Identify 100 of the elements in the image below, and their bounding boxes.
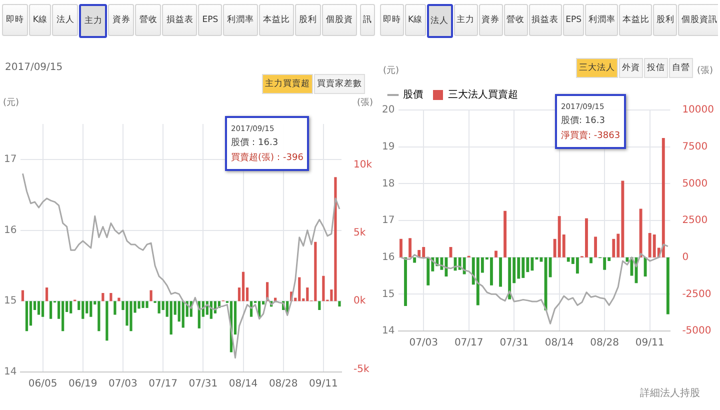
x-tick-label: 07/31 [500,338,529,349]
bar [37,301,40,315]
bar [662,138,665,258]
bar [413,257,416,263]
y2-tick-label: 7500 [682,141,708,152]
y2-tick-label: 0 [682,252,689,263]
bar [106,301,108,341]
text: 即時 [2,4,28,36]
y-axis-title: (元) [3,97,20,109]
bar [306,288,309,302]
bar [118,298,120,302]
text: 投信 [644,58,668,78]
text: 利潤率 [223,4,258,36]
text: 主力買賣超 [262,74,313,94]
x-tick-label: 08/14 [544,338,574,349]
bar [408,238,412,258]
x-tick-label: 09/11 [309,378,338,390]
annotation: 淨買賣: -3863 [561,130,620,143]
y2-tick-label: 10000 [682,104,714,116]
x-tick-label: 07/03 [108,378,138,390]
x-tick-label: 09/11 [635,338,664,349]
text: 三大法人 [576,58,618,78]
x-tick-label: 06/05 [28,378,58,390]
bar [150,290,152,302]
x-tick-label: 06/19 [68,378,98,390]
text: 法人 [52,4,78,36]
y2-axis-title: (張) [697,64,714,77]
bar [110,292,112,302]
bar [138,301,140,309]
bar [666,257,670,314]
bar [90,301,92,317]
annotation: 買賣超(張)：-396 [231,152,304,165]
text: 2017/09/15 [5,62,63,73]
bar [70,301,72,314]
bar [49,301,52,319]
bar [426,257,430,286]
y-tick-label: 15 [382,288,395,300]
bar [548,257,552,278]
y-axis-title: (元) [383,65,400,77]
bar [400,238,402,258]
y-tick-label: 16 [4,224,17,236]
bar [130,301,132,332]
y2-tick-label: 5000 [682,178,708,190]
bar [508,257,512,300]
text: 個股資訊 [678,4,720,36]
y2-tick-label: 10k [353,159,372,170]
text: 損益表 [528,4,562,36]
y-tick-label: 14 [382,326,395,337]
annotation: 股價: 16.3 [561,114,606,128]
text: 股利 [295,4,321,36]
legend-label: 三大法人買賣超 [448,88,518,101]
y-tick-label: 18 [382,178,395,190]
x-tick-label: 07/17 [148,378,178,390]
bar [594,236,598,258]
bar [404,257,407,306]
bar [322,276,325,302]
bar [146,301,148,308]
bar [318,301,321,310]
bar [170,301,172,335]
y2-axis-title: (張) [357,96,374,109]
bar [626,257,629,262]
bar [590,257,592,264]
text: 損益表 [162,4,198,36]
bar [62,301,64,332]
y-tick-label: 17 [382,215,395,226]
bar [21,290,24,302]
y2-tick-label: 0k [353,296,366,307]
text: 利潤率 [585,4,618,36]
bar [158,301,160,314]
bar [494,250,498,258]
bar [576,257,579,274]
bar [45,288,48,302]
bar [338,301,341,307]
text: 主力 [79,4,108,38]
x-tick-label: 08/14 [228,378,258,390]
bar [644,257,647,276]
bar [242,272,245,302]
text: K線 [405,4,426,36]
x-tick-label: 07/03 [409,338,438,349]
text: 外資 [619,58,643,78]
text: EPS [198,4,222,36]
bar [639,208,642,258]
text: 買賣家差數 [314,74,365,94]
y2-tick-label: 2500 [682,215,708,226]
y2-tick-label: -2500 [682,288,712,300]
text: 營收 [504,4,528,36]
bar [504,210,507,258]
text: 詳細法人持股 [640,386,700,400]
bar [462,257,466,274]
y-tick-label: 16 [382,252,395,263]
text: 訊 [360,4,375,36]
bar [182,301,184,328]
bar [314,242,317,302]
bar [102,292,104,302]
text: 資券 [478,4,503,36]
text: 營收 [135,4,162,36]
bar [25,301,28,332]
bar [499,257,502,287]
x-tick-label: 07/17 [454,338,484,349]
text: 資券 [108,4,134,36]
